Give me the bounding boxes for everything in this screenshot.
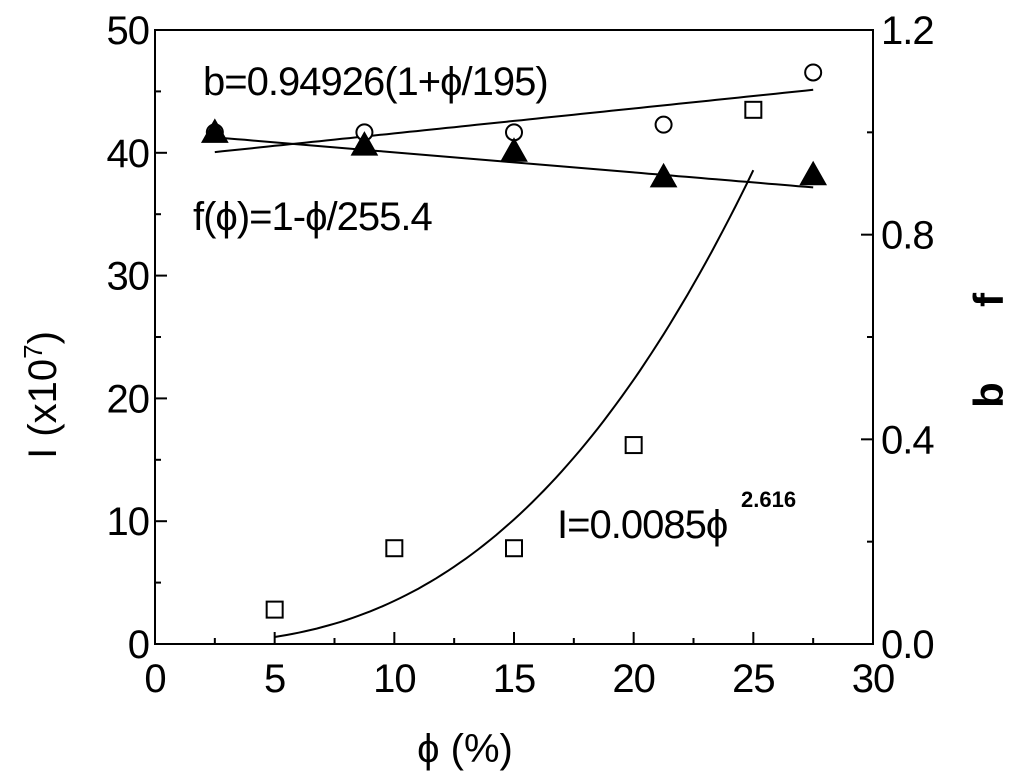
triangle-marker — [799, 160, 828, 186]
square-marker — [624, 436, 643, 455]
x-tick-label: 10 — [373, 657, 416, 701]
annotation-i-fit: I=0.0085ϕ — [557, 503, 727, 547]
annotation-b-fit: b=0.94926(1+ϕ/195) — [203, 60, 548, 104]
square-marker — [385, 539, 404, 558]
y-left-title-main: I (x10 — [21, 359, 65, 459]
svg-text:I (x107): I (x107) — [18, 331, 65, 459]
triangle-marker — [500, 137, 528, 162]
annotation-i-fit-exponent: 2.616 — [741, 487, 796, 512]
fit-curve-linear-dec — [214, 136, 814, 189]
square-marker — [744, 100, 763, 119]
y-axis-left-title: I (x107) — [18, 331, 65, 459]
tick-marks — [154, 29, 874, 645]
fit-curve-linear — [214, 88, 814, 154]
y-right-tick-label: 0.0 — [881, 623, 934, 667]
y-left-title-close: ) — [21, 331, 65, 344]
triangle-marker — [649, 162, 678, 188]
square-marker — [505, 539, 523, 558]
y-axis-right-title-f: f — [965, 292, 1012, 307]
y-left-tick-label: 50 — [107, 9, 150, 53]
x-tick-label: 5 — [264, 657, 285, 701]
y-right-tick-label: 0.8 — [881, 214, 934, 258]
x-tick-label: 25 — [732, 657, 775, 701]
circle-marker — [654, 115, 673, 134]
y-left-tick-label: 20 — [107, 377, 150, 421]
y-left-tick-label: 40 — [107, 132, 150, 176]
x-axis-title: ϕ (%) — [417, 727, 513, 771]
tick-labels: 0 5 10 15 20 25 30 0 10 20 30 40 50 0.0 0.4 0.8 1.2 — [107, 9, 936, 701]
x-tick-label: 30 — [852, 657, 895, 701]
triangle-marker — [350, 131, 379, 156]
square-marker — [265, 600, 284, 619]
y-left-tick-label: 0 — [128, 623, 149, 667]
y-axis-right-title-b: b — [965, 382, 1012, 408]
circle-marker — [804, 63, 823, 82]
y-right-tick-label: 1.2 — [881, 9, 934, 53]
fit-curve-power — [274, 169, 755, 638]
x-tick-label: 0 — [144, 657, 165, 701]
x-tick-label: 20 — [612, 657, 655, 701]
triangle-marker — [200, 118, 229, 143]
y-right-tick-label: 0.4 — [881, 418, 934, 462]
fit-lines — [214, 88, 814, 638]
y-left-tick-label: 10 — [107, 500, 150, 544]
y-left-title-sup: 7 — [18, 344, 48, 358]
x-tick-label: 15 — [493, 657, 536, 701]
data-markers — [200, 63, 828, 619]
annotation-f-fit: f(ϕ)=1-ϕ/255.4 — [193, 195, 432, 239]
y-left-tick-label: 30 — [107, 255, 150, 299]
